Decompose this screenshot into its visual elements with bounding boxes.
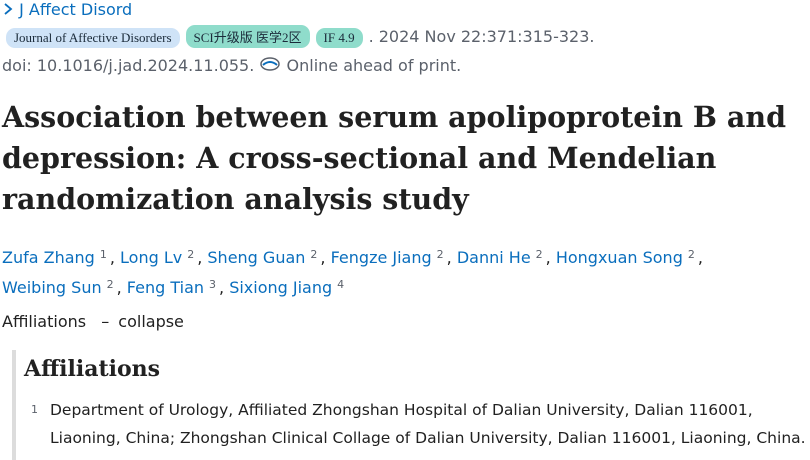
status: Online ahead of print. — [286, 56, 462, 75]
citation-row: Journal of Affective Disorders SCI升级版 医学2… — [6, 25, 594, 48]
affiliation-ref[interactable]: 2 — [687, 248, 695, 261]
badge[interactable]: IF 4.9 — [315, 28, 363, 48]
author-link[interactable]: Weibing Sun — [2, 278, 102, 297]
title-line: Association between serum apolipoprotein… — [2, 100, 787, 134]
doi-row: doi: 10.1016/j.jad.2024.11.055. Online a… — [2, 56, 461, 75]
affiliation-number: 1 — [31, 403, 38, 416]
epub-icon — [260, 57, 281, 71]
affiliation-ref[interactable]: 2 — [310, 248, 318, 261]
author: Fengze Jiang 2, — [331, 248, 452, 267]
author-link[interactable]: Sheng Guan — [207, 248, 306, 267]
title-line: randomization analysis study — [2, 182, 469, 216]
author: Feng Tian 3, — [127, 278, 224, 297]
author: Sheng Guan 2, — [207, 248, 325, 267]
separator: , — [545, 248, 551, 267]
affiliation-ref[interactable]: 4 — [337, 278, 345, 291]
author: Hongxuan Song 2, — [556, 248, 703, 267]
author-link[interactable]: Feng Tian — [126, 278, 205, 297]
separator: , — [219, 278, 225, 297]
separator: , — [197, 248, 203, 267]
affiliation-ref[interactable]: 2 — [187, 248, 195, 261]
separator: , — [109, 248, 115, 267]
author-link[interactable]: Zufa Zhang — [2, 248, 95, 267]
author-link[interactable]: Sixiong Jiang — [229, 278, 333, 297]
affiliation-ref[interactable]: 3 — [209, 278, 217, 291]
author-link[interactable]: Danni He — [456, 248, 531, 267]
separator: , — [116, 278, 122, 297]
toggle-dash: – — [101, 312, 110, 331]
author-link[interactable]: Hongxuan Song — [555, 248, 683, 267]
citation: . 2024 Nov 22:371:315-323. — [368, 27, 595, 46]
separator: , — [446, 248, 452, 267]
author: Sixiong Jiang 4 — [229, 278, 347, 297]
title-line: depression: A cross-sectional and Mendel… — [2, 141, 717, 175]
author-link[interactable]: Fengze Jiang — [330, 248, 432, 267]
toggle-label: Affiliations — [2, 312, 87, 331]
badge[interactable]: SCI升级版 医学2区 — [185, 25, 310, 48]
article-title: Association between serum apolipoprotein… — [2, 97, 786, 220]
journal-nav: J Affect Disord — [2, 0, 132, 19]
affiliation-ref[interactable]: 2 — [436, 248, 444, 261]
author-link[interactable]: Long Lv — [120, 248, 183, 267]
affiliation-ref[interactable]: 2 — [106, 278, 114, 291]
affiliation-line: Liaoning, China; Zhongshan Clinical Coll… — [50, 429, 806, 447]
separator: , — [697, 248, 703, 267]
affiliations-toggle[interactable]: Affiliations – collapse — [2, 312, 184, 331]
doi: doi: 10.1016/j.jad.2024.11.055. — [2, 56, 255, 75]
affiliation-ref[interactable]: 2 — [535, 248, 543, 261]
affiliations-panel: Affiliations 1 Department of Urology, Af… — [12, 350, 810, 460]
affiliations-heading: Affiliations — [24, 356, 161, 382]
separator: , — [320, 248, 326, 267]
author: Danni He 2, — [457, 248, 551, 267]
badge[interactable]: Journal of Affective Disorders — [6, 28, 180, 48]
author: Zufa Zhang 1, — [2, 248, 115, 267]
author: Weibing Sun 2, — [2, 278, 122, 297]
affiliation-ref[interactable]: 1 — [99, 248, 107, 261]
affiliation-line: Department of Urology, Affiliated Zhongs… — [50, 401, 753, 419]
authors-list: Zufa Zhang 1, Long Lv 2, Sheng Guan 2, Feng… — [2, 241, 722, 301]
toggle-action: collapse — [118, 312, 184, 331]
journal-link[interactable]: J Affect Disord — [19, 0, 133, 19]
affiliation-text: Department of Urology, Affiliated Zhongs… — [50, 396, 810, 452]
author: Long Lv 2, — [120, 248, 202, 267]
chevron-icon — [4, 3, 13, 15]
